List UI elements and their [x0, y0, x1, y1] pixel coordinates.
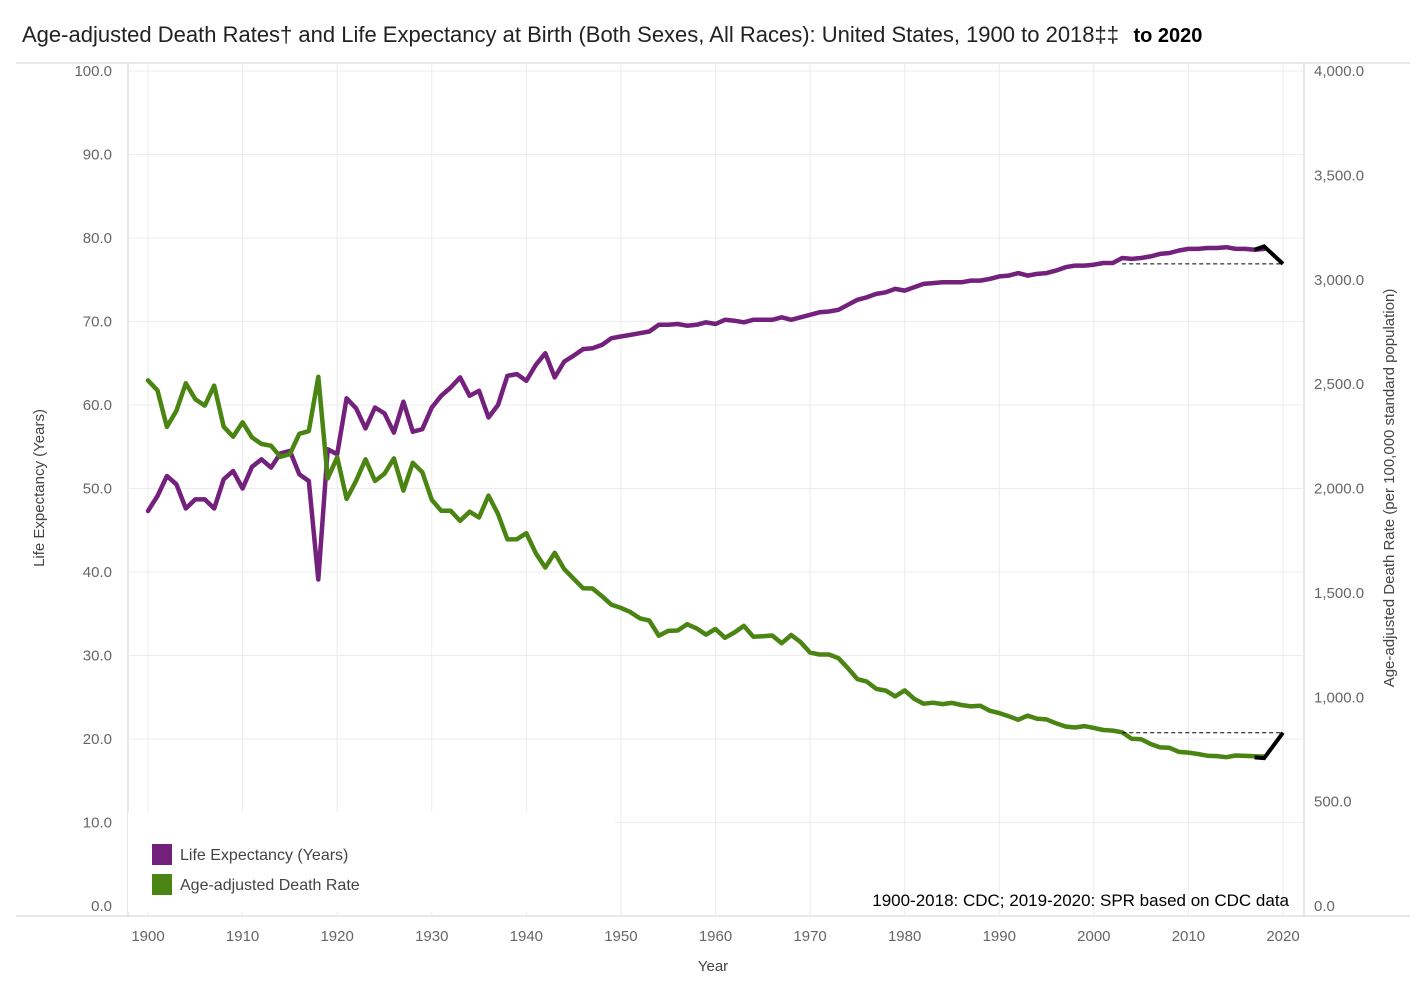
- life-expectancy-2020-projection: [1253, 244, 1285, 266]
- source-note: 1900-2018: CDC; 2019-2020: SPR based on …: [872, 891, 1289, 910]
- y-right-tick-label: 1,500.0: [1314, 585, 1364, 602]
- x-tick-label: 1960: [699, 928, 732, 945]
- y-right-tick-label: 0.0: [1314, 898, 1335, 915]
- right-axis-ticks: 0.0 500.0 1,000.0 1,500.0 2,000.0 2,500.0 3,00…: [1314, 63, 1364, 915]
- x-tick-label: 2010: [1172, 928, 1205, 945]
- y-left-tick-label: 10.0: [83, 815, 112, 832]
- y-left-tick-label: 20.0: [83, 731, 112, 748]
- y-left-tick-label: 70.0: [83, 314, 112, 331]
- x-tick-label: 1910: [226, 928, 259, 945]
- y-left-tick-label: 40.0: [83, 564, 112, 581]
- y-right-tick-label: 3,500.0: [1314, 167, 1364, 184]
- plot-frame: [16, 62, 1410, 917]
- left-axis-ticks: 0.0 10.0 20.0 30.0 40.0 50.0 60.0 70.0 80.0 90.0 1…: [74, 63, 112, 915]
- legend-swatch-life-expectancy: [152, 844, 172, 865]
- legend-label-life-expectancy: Life Expectancy (Years): [180, 847, 348, 864]
- legend-label-death-rate: Age-adjusted Death Rate: [180, 877, 360, 894]
- y-axis-left-title: Life Expectancy (Years): [31, 409, 48, 567]
- y-left-tick-label: 60.0: [83, 397, 112, 414]
- y-right-tick-label: 2,500.0: [1314, 376, 1364, 393]
- x-tick-label: 1970: [793, 928, 826, 945]
- x-axis-ticks: 1900 1910 1920 1930 1940 1950 1960 1970 1980 1990…: [131, 928, 1299, 945]
- x-tick-label: 1990: [983, 928, 1016, 945]
- y-left-tick-label: 100.0: [74, 63, 112, 80]
- y-left-tick-label: 0.0: [91, 898, 112, 915]
- title-main: Age-adjusted Death Rates† and Life Expec…: [22, 22, 1119, 47]
- series-lines: [145, 244, 1267, 760]
- x-tick-label: 1980: [888, 928, 921, 945]
- grid-lines: [128, 63, 1304, 916]
- y-right-tick-label: 1,000.0: [1314, 689, 1364, 706]
- projection-2020: [1122, 244, 1285, 761]
- x-tick-label: 1950: [604, 928, 637, 945]
- chart-title: Age-adjusted Death Rates† and Life Expec…: [22, 22, 1202, 47]
- y-left-tick-label: 90.0: [83, 147, 112, 164]
- x-tick-label: 1920: [320, 928, 353, 945]
- legend-background: [128, 812, 615, 912]
- x-axis-title: Year: [698, 958, 728, 975]
- legend-swatch-death-rate: [152, 874, 172, 895]
- x-tick-label: 1940: [510, 928, 543, 945]
- x-tick-label: 2000: [1077, 928, 1110, 945]
- death-rate-line: [145, 374, 1267, 760]
- life-expectancy-line: [145, 244, 1267, 582]
- y-right-tick-label: 500.0: [1314, 794, 1352, 811]
- x-tick-label: 1930: [415, 928, 448, 945]
- title-addition: to 2020: [1133, 25, 1202, 47]
- y-right-tick-label: 4,000.0: [1314, 63, 1364, 80]
- y-axis-right-title: Age-adjusted Death Rate (per 100,000 sta…: [1381, 289, 1398, 688]
- y-right-tick-label: 2,000.0: [1314, 481, 1364, 498]
- legend: Life Expectancy (Years) Age-adjusted Dea…: [152, 844, 360, 895]
- y-left-tick-label: 80.0: [83, 230, 112, 247]
- y-right-tick-label: 3,000.0: [1314, 272, 1364, 289]
- x-tick-label: 2020: [1266, 928, 1299, 945]
- x-tick-label: 1900: [131, 928, 164, 945]
- death-rate-2020-projection: [1254, 731, 1285, 761]
- y-left-tick-label: 30.0: [83, 648, 112, 665]
- y-left-tick-label: 50.0: [83, 481, 112, 498]
